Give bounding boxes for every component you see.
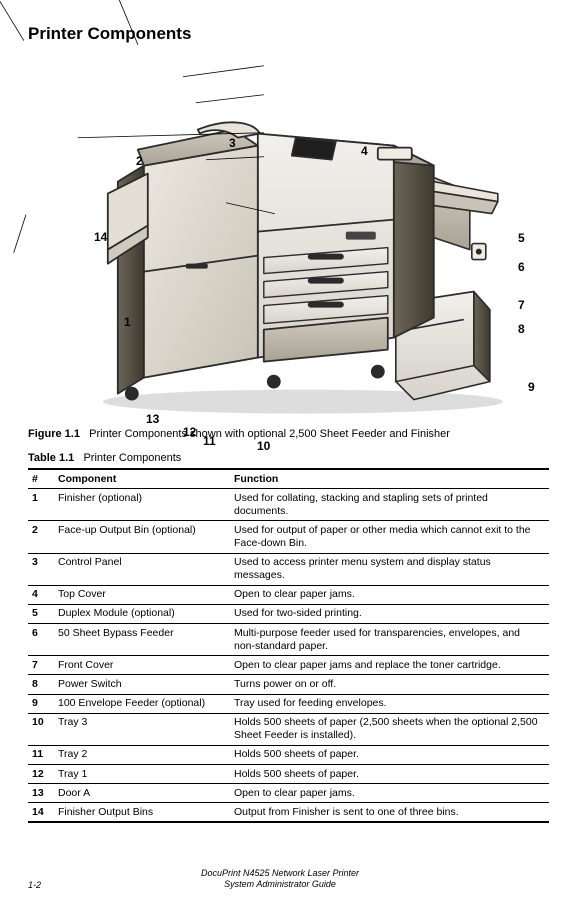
table-row: 8Power SwitchTurns power on or off. (28, 675, 549, 694)
table-row: 10Tray 3Holds 500 sheets of paper (2,500… (28, 713, 549, 745)
cell-function: Multi-purpose feeder used for transparen… (230, 624, 549, 656)
cell-function: Turns power on or off. (230, 675, 549, 694)
figure-caption-label: Figure 1.1 (28, 428, 80, 440)
cell-component: Tray 1 (54, 765, 230, 784)
cell-number: 13 (28, 784, 54, 803)
parts-table: # Component Function 1Finisher (optional… (28, 468, 549, 823)
cell-component: Tray 3 (54, 713, 230, 745)
cell-function: Open to clear paper jams. (230, 784, 549, 803)
cell-number: 8 (28, 675, 54, 694)
table-header-row: # Component Function (28, 469, 549, 489)
callout-number: 13 (146, 412, 159, 426)
cell-component: Face-up Output Bin (optional) (54, 521, 230, 553)
callout-number: 14 (94, 230, 107, 244)
cell-number: 1 (28, 489, 54, 521)
table-caption: Table 1.1 Printer Components (28, 452, 549, 464)
callout-number: 5 (518, 231, 525, 245)
cell-component: 100 Envelope Feeder (optional) (54, 694, 230, 713)
table-row: 14Finisher Output BinsOutput from Finish… (28, 803, 549, 823)
page-footer: 1-2 DocuPrint N4525 Network Laser Printe… (28, 868, 549, 890)
cell-function: Open to clear paper jams and replace the… (230, 656, 549, 675)
cell-function: Tray used for feeding envelopes. (230, 694, 549, 713)
parts-table-section: Table 1.1 Printer Components # Component… (28, 452, 549, 823)
cell-number: 11 (28, 745, 54, 764)
table-row: 7Front CoverOpen to clear paper jams and… (28, 656, 549, 675)
table-row: 3Control PanelUsed to access printer men… (28, 553, 549, 585)
cell-component: Control Panel (54, 553, 230, 585)
cell-component: Door A (54, 784, 230, 803)
cell-function: Holds 500 sheets of paper. (230, 745, 549, 764)
cell-function: Output from Finisher is sent to one of t… (230, 803, 549, 823)
cell-function: Used for collating, stacking and staplin… (230, 489, 549, 521)
callout-number: 10 (257, 439, 270, 453)
page-root: Printer Components (0, 0, 577, 904)
cell-function: Holds 500 sheets of paper (2,500 sheets … (230, 713, 549, 745)
callout-number: 8 (518, 322, 525, 336)
callout-number: 7 (518, 298, 525, 312)
cell-component: 50 Sheet Bypass Feeder (54, 624, 230, 656)
cell-function: Open to clear paper jams. (230, 585, 549, 604)
figure-printer-components: 1234567891011121314 (28, 54, 549, 422)
cell-number: 9 (28, 694, 54, 713)
table-caption-label: Table 1.1 (28, 452, 74, 464)
footer-page-number: 1-2 (28, 880, 41, 890)
callout-number: 4 (361, 144, 368, 158)
cell-component: Power Switch (54, 675, 230, 694)
cell-function: Holds 500 sheets of paper. (230, 765, 549, 784)
cell-number: 12 (28, 765, 54, 784)
cell-number: 4 (28, 585, 54, 604)
table-row: 2Face-up Output Bin (optional)Used for o… (28, 521, 549, 553)
callout-number: 1 (124, 315, 131, 329)
cell-component: Top Cover (54, 585, 230, 604)
callout-number: 9 (528, 380, 535, 394)
col-function: Function (230, 469, 549, 489)
table-row: 13Door AOpen to clear paper jams. (28, 784, 549, 803)
callout-number: 6 (518, 260, 525, 274)
table-row: 1Finisher (optional)Used for collating, … (28, 489, 549, 521)
cell-function: Used to access printer menu system and d… (230, 553, 549, 585)
callout-number: 12 (183, 425, 196, 439)
figure-caption: Figure 1.1 Printer Components shown with… (28, 428, 549, 440)
footer-sub: System Administrator Guide (201, 879, 359, 890)
callout-leader-lines (0, 0, 299, 253)
cell-component: Finisher Output Bins (54, 803, 230, 823)
callout-number: 2 (136, 154, 143, 168)
table-row: 12Tray 1Holds 500 sheets of paper. (28, 765, 549, 784)
callout-number: 11 (203, 434, 216, 448)
col-number: # (28, 469, 54, 489)
callout-number: 3 (229, 136, 236, 150)
cell-number: 14 (28, 803, 54, 823)
cell-number: 2 (28, 521, 54, 553)
cell-number: 5 (28, 604, 54, 623)
cell-number: 6 (28, 624, 54, 656)
cell-number: 10 (28, 713, 54, 745)
table-caption-text: Printer Components (83, 452, 181, 464)
table-row: 11Tray 2Holds 500 sheets of paper. (28, 745, 549, 764)
table-row: 650 Sheet Bypass FeederMulti-purpose fee… (28, 624, 549, 656)
col-component: Component (54, 469, 230, 489)
footer-center: DocuPrint N4525 Network Laser Printer Sy… (201, 868, 359, 890)
cell-component: Duplex Module (optional) (54, 604, 230, 623)
cell-component: Front Cover (54, 656, 230, 675)
table-row: 4Top CoverOpen to clear paper jams. (28, 585, 549, 604)
cell-function: Used for output of paper or other media … (230, 521, 549, 553)
table-row: 9100 Envelope Feeder (optional)Tray used… (28, 694, 549, 713)
cell-function: Used for two-sided printing. (230, 604, 549, 623)
cell-component: Finisher (optional) (54, 489, 230, 521)
cell-number: 7 (28, 656, 54, 675)
cell-component: Tray 2 (54, 745, 230, 764)
table-row: 5Duplex Module (optional)Used for two-si… (28, 604, 549, 623)
cell-number: 3 (28, 553, 54, 585)
footer-product: DocuPrint N4525 Network Laser Printer (201, 868, 359, 879)
